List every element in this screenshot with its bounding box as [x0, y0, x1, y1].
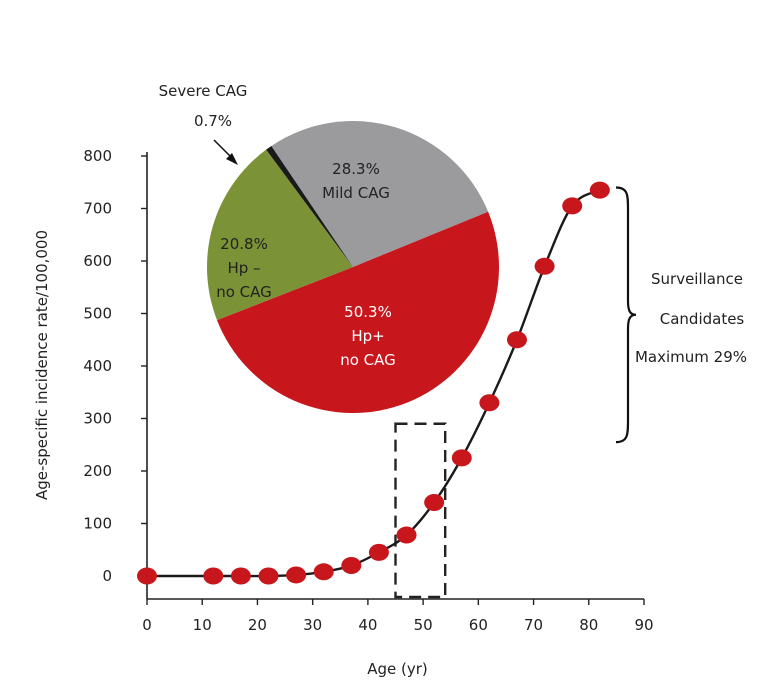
series-layer: [137, 181, 610, 585]
highlight-box: [394, 422, 447, 599]
y-axis-label: Age-specific incidence rate/100,000: [33, 230, 51, 500]
y-tick-label: 600: [83, 252, 112, 270]
y-tick-label: 500: [83, 305, 112, 323]
data-point: [479, 394, 500, 412]
x-tick-label: 20: [248, 616, 267, 634]
pie-slice-label: 20.8%: [220, 235, 268, 253]
pie-slice-label: no CAG: [216, 283, 272, 301]
data-point: [451, 449, 472, 467]
surveillance-annotation: Surveillance Candidates Maximum 29%: [615, 186, 747, 444]
y-tick-label: 700: [83, 200, 112, 218]
x-tick-label: 40: [358, 616, 377, 634]
x-tick-label: 80: [579, 616, 598, 634]
x-axis-label: Age (yr): [367, 660, 428, 678]
pie-slice: [271, 120, 489, 267]
dashed-highlight-rect: [394, 422, 447, 599]
data-point: [137, 567, 157, 585]
y-tick-label: 0: [102, 567, 112, 585]
data-point: [368, 543, 389, 561]
data-point: [286, 566, 307, 584]
data-point: [589, 181, 610, 199]
data-point: [203, 567, 224, 585]
pie-slice-label: 28.3%: [332, 160, 380, 178]
data-point: [534, 257, 555, 275]
surveillance-annotation-line: Candidates: [660, 310, 745, 328]
x-tick-label: 60: [469, 616, 488, 634]
pie-slice-label: Mild CAG: [322, 184, 390, 202]
x-tick-label: 90: [634, 616, 653, 634]
data-point: [424, 494, 445, 511]
pie-slice-label: Hp –: [227, 259, 260, 277]
y-tick-label: 800: [83, 147, 112, 165]
data-point: [506, 331, 527, 349]
x-tick-label: 10: [193, 616, 212, 634]
pie-slice-label: Hp+: [351, 327, 384, 345]
pie-slice-label: 50.3%: [344, 303, 392, 321]
data-point: [258, 567, 279, 585]
data-point: [230, 567, 251, 585]
pie-slice-label: no CAG: [340, 351, 396, 369]
curly-brace: [615, 186, 637, 444]
callout-arrowhead: [226, 153, 238, 165]
callout-arrow-line: [213, 139, 233, 159]
pie-chart: 28.3% Mild CAG 50.3% Hp+ no CAG 20.8% Hp – no C…: [159, 82, 500, 414]
data-point: [562, 197, 583, 215]
x-tick-label: 30: [303, 616, 322, 634]
series-line: [147, 189, 601, 578]
x-tick-label: 70: [524, 616, 543, 634]
pie-slice: [207, 149, 353, 321]
x-tick-label: 50: [414, 616, 433, 634]
data-point: [341, 557, 362, 574]
pie-slice: [266, 145, 353, 267]
data-point: [313, 563, 334, 581]
surveillance-annotation-line: Maximum 29%: [635, 348, 747, 366]
axes: 0 100 200 300 400 500 600 700 800 0 10 20 30 40 50 60 70…: [33, 147, 654, 678]
severe-cag-value: 0.7%: [194, 112, 232, 130]
y-tick-label: 400: [83, 357, 112, 375]
surveillance-annotation-line: Surveillance: [651, 270, 743, 288]
data-point: [396, 526, 417, 544]
x-tick-label: 0: [142, 616, 152, 634]
severe-cag-label: Severe CAG: [159, 82, 248, 100]
y-tick-label: 200: [83, 462, 112, 480]
y-tick-label: 300: [83, 410, 112, 428]
pie-slice: [216, 211, 500, 414]
y-tick-label: 100: [83, 515, 112, 533]
